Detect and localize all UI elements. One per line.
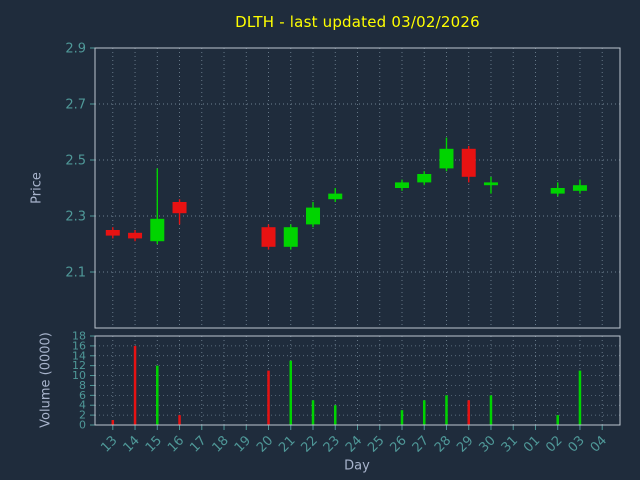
candle-body (572, 185, 587, 191)
volume-tick-label: 18 (72, 330, 86, 343)
x-tick-label: 03 (565, 433, 587, 455)
x-tick-label: 21 (276, 433, 298, 455)
x-tick-label: 17 (187, 433, 209, 455)
volume-tick-label: 14 (72, 349, 86, 362)
candle-body (306, 207, 321, 225)
x-tick-label: 04 (588, 433, 610, 455)
x-tick-label: 18 (210, 433, 232, 455)
candle-body (172, 202, 187, 214)
volume-bar (133, 345, 137, 425)
price-tick-label: 2.5 (65, 154, 86, 169)
candle-body (550, 188, 565, 194)
candle-body (105, 230, 120, 236)
x-tick-label: 24 (343, 433, 365, 455)
volume-bar (111, 420, 115, 425)
x-tick-label: 13 (98, 433, 120, 455)
volume-bar (556, 415, 559, 425)
volume-bar (311, 400, 315, 425)
volume-tick-label: 0 (79, 419, 86, 432)
x-tick-label: 26 (388, 433, 410, 455)
x-tick-label: 02 (543, 433, 565, 455)
candle-body (283, 227, 298, 247)
price-tick-label: 2.9 (65, 42, 86, 57)
volume-tick-label: 2 (79, 409, 86, 422)
x-tick-label: 25 (365, 433, 387, 455)
volume-bar (178, 415, 181, 425)
x-tick-label: 23 (321, 433, 343, 455)
x-tick-label: 19 (232, 433, 254, 455)
x-tick-label: 22 (299, 433, 321, 455)
volume-tick-label: 8 (79, 379, 86, 392)
x-tick-label: 14 (121, 433, 143, 455)
volume-tick-label: 4 (79, 399, 86, 412)
candle-body (439, 148, 454, 169)
x-tick-label: 28 (432, 433, 454, 455)
volume-bar (489, 395, 493, 425)
volume-bar (467, 400, 470, 425)
candle-body (417, 174, 432, 183)
volume-bar (578, 370, 582, 425)
volume-tick-label: 6 (79, 389, 86, 402)
candle-body (261, 227, 276, 247)
day-axis-label: Day (344, 458, 370, 474)
price-tick-label: 2.1 (65, 266, 86, 281)
volume-bar (334, 405, 337, 425)
x-tick-label: 30 (476, 433, 498, 455)
volume-bar (422, 400, 426, 425)
candle-body (128, 232, 143, 239)
volume-bar (267, 370, 270, 425)
x-tick-label: 16 (165, 433, 187, 455)
x-tick-label: 01 (521, 433, 543, 455)
candle-body (483, 182, 498, 186)
x-tick-label: 29 (454, 433, 476, 455)
volume-panel-border (94, 335, 621, 426)
volume-tick-label: 10 (72, 369, 86, 382)
volume-bar (400, 410, 404, 425)
volume-bar (156, 365, 159, 425)
x-tick-label: 27 (410, 433, 432, 455)
price-tick-label: 2.3 (65, 210, 86, 225)
volume-bar (289, 360, 293, 425)
x-tick-label: 15 (143, 433, 165, 455)
chart-title: DLTH - last updated 03/02/2026 (235, 13, 480, 31)
candle-body (394, 182, 409, 188)
x-tick-label: 20 (254, 433, 276, 455)
price-tick-label: 2.7 (65, 98, 86, 113)
volume-tick-label: 12 (72, 359, 86, 372)
candle-body (328, 193, 343, 200)
volume-bar (445, 395, 448, 425)
candle-body (461, 148, 476, 177)
x-tick-label: 31 (499, 433, 521, 455)
volume-tick-label: 16 (72, 339, 86, 352)
candle-body (150, 218, 165, 242)
price-panel-border (94, 47, 621, 329)
volume-axis-label: Volume (0000) (38, 332, 54, 428)
price-axis-label: Price (29, 172, 45, 204)
